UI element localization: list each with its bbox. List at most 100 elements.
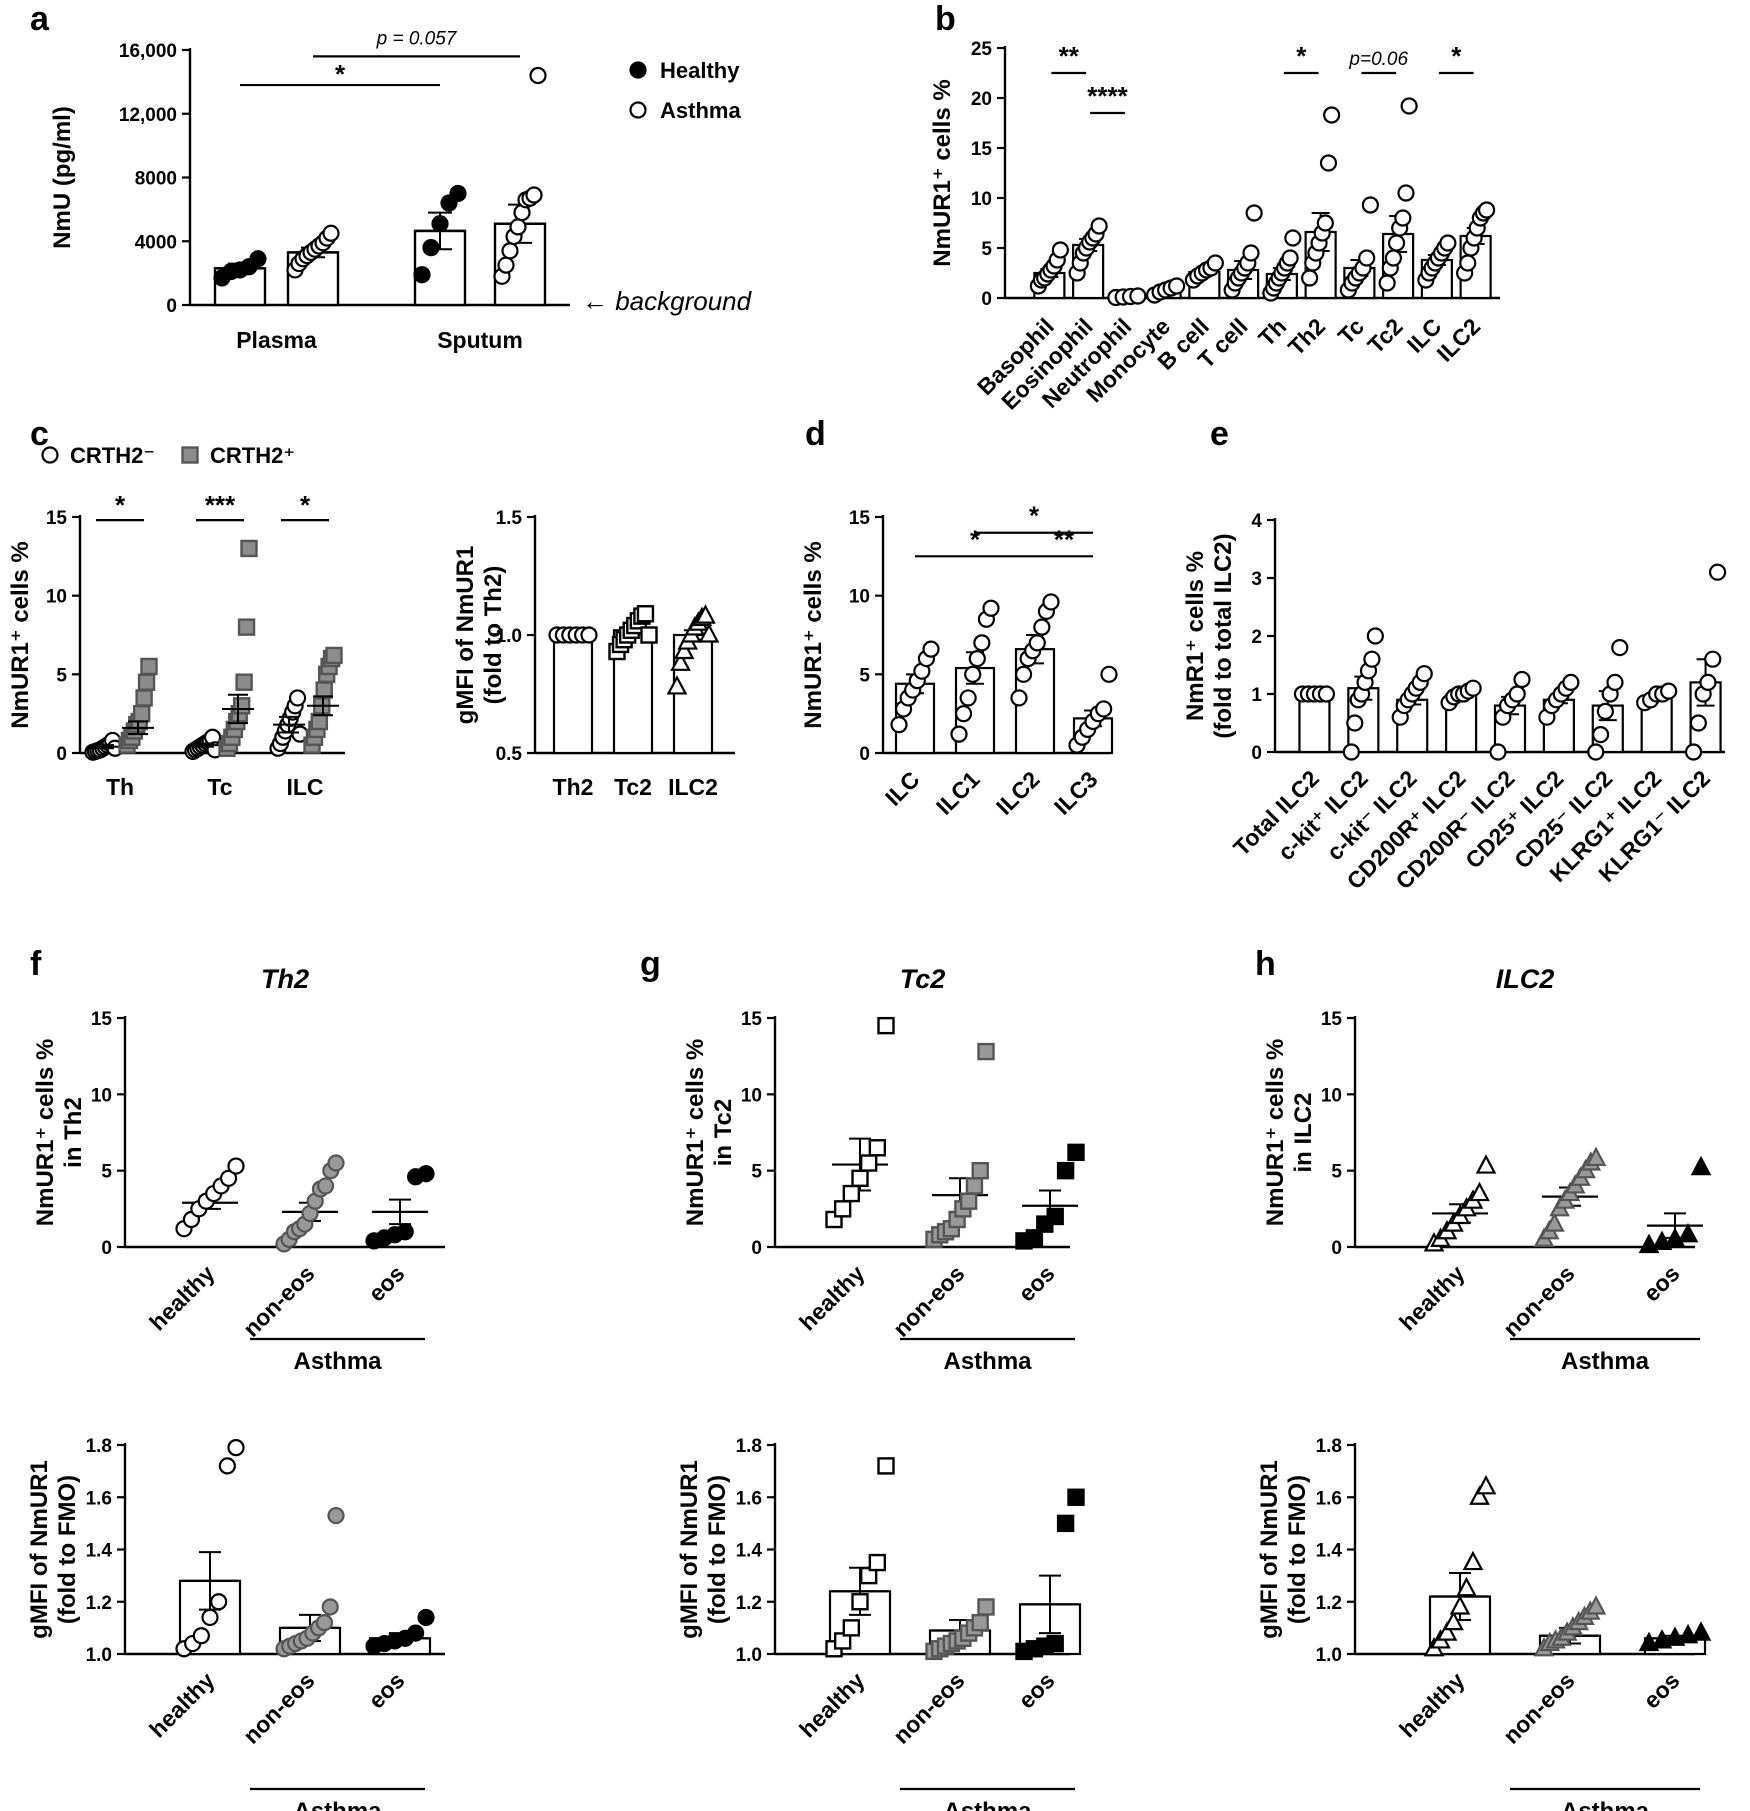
x-tick-label: Tc [207, 774, 232, 800]
data-point [1090, 217, 1108, 235]
y-tick-label: 15 [91, 1009, 113, 1030]
data-point [950, 725, 968, 743]
y-tick-label: 1.4 [86, 1541, 113, 1562]
data-point [1587, 743, 1605, 761]
data-point [1489, 743, 1507, 761]
x-tick-label: Plasma [236, 327, 317, 353]
bar [1298, 692, 1331, 754]
x-tick-label: Tc2 [1362, 313, 1407, 358]
data-point [673, 639, 695, 660]
data-point [1464, 679, 1482, 697]
y-tick-label: 25 [971, 39, 993, 60]
bar [1640, 695, 1673, 754]
y-axis-label-2: (fold to Th2) [480, 566, 507, 705]
data-point [1475, 1154, 1497, 1174]
legend-marker [41, 446, 59, 464]
data-point [1475, 1474, 1497, 1495]
panel-f1: f 0 5 10 15 NmUR1⁺ cells % in Th2 Th2 healthy non… [30, 945, 445, 1375]
data-point [1281, 249, 1299, 267]
x-tick-label: Sputum [437, 327, 523, 353]
data-point [1478, 201, 1496, 219]
y-tick-label: 15 [1321, 1009, 1343, 1030]
data-point [325, 646, 343, 665]
y-axis-label: NmR1⁺ cells % [1182, 551, 1209, 721]
y-tick-label: 1.0 [86, 1645, 112, 1666]
x-tick-label: eos [1013, 1260, 1059, 1306]
data-point [1346, 714, 1364, 732]
data-point [1684, 743, 1703, 761]
y-tick-label: 10 [971, 189, 992, 210]
data-point [1363, 650, 1381, 668]
data-point [327, 1154, 345, 1172]
group-label: Asthma [293, 1348, 382, 1375]
background-note: ← background [582, 286, 753, 316]
data-point [971, 1161, 989, 1180]
data-point [525, 186, 543, 204]
data-point [235, 673, 253, 691]
data-point [310, 712, 329, 731]
significance-label: * [1296, 41, 1307, 71]
y-tick-label: 0 [1251, 743, 1262, 764]
data-point [497, 256, 515, 274]
data-point [851, 1593, 869, 1611]
data-point [1562, 673, 1580, 692]
data-point [529, 66, 547, 85]
data-point [982, 599, 1000, 617]
data-point [396, 1223, 414, 1241]
y-tick-label: 8000 [135, 169, 177, 190]
y-tick-label: 10 [46, 587, 67, 608]
significance-label: *** [205, 490, 236, 520]
y-tick-label: 10 [741, 1085, 762, 1106]
data-point [1358, 249, 1376, 267]
y-tick-label: 16,000 [119, 41, 177, 62]
data-point [1317, 685, 1336, 703]
data-point [509, 218, 527, 236]
legend-label: CRTH2⁻ [70, 443, 155, 468]
bar [552, 633, 594, 755]
data-point [1513, 670, 1531, 689]
data-point [327, 1506, 345, 1525]
y-tick-label: 5 [859, 665, 870, 686]
y-tick-label: 1.8 [86, 1436, 112, 1457]
x-tick-label: healthy [794, 1260, 869, 1335]
y-tick-label: 1.4 [736, 1541, 763, 1562]
data-point [851, 1169, 869, 1188]
data-point [1342, 743, 1360, 761]
data-point [1689, 714, 1707, 732]
y-tick-label: 0 [101, 1238, 112, 1259]
data-point [1046, 1207, 1064, 1226]
data-point [417, 1608, 435, 1627]
y-axis-label-2: in Th2 [60, 1097, 87, 1168]
data-point [1384, 249, 1403, 267]
x-tick-label: healthy [1394, 1667, 1469, 1742]
panel-letter: b [935, 0, 956, 38]
y-tick-label: 12,000 [119, 105, 177, 126]
data-point [1033, 618, 1051, 636]
y-tick-label: 1.4 [1316, 1541, 1343, 1562]
data-point [971, 1613, 989, 1632]
y-tick-label: 0 [1331, 1238, 1342, 1259]
y-tick-label: 15 [849, 508, 871, 529]
data-point [859, 1154, 878, 1172]
panel-a: a 0 4000 8000 12,000 16,000 NmU (pg/ml) Plasma S… [30, 0, 753, 353]
x-tick-label: healthy [794, 1667, 869, 1742]
y-tick-label: 4000 [135, 232, 177, 253]
panel-title: Th2 [261, 964, 309, 994]
legend-marker [629, 101, 647, 119]
panel-letter: e [1210, 415, 1229, 453]
data-point [1067, 1143, 1085, 1162]
y-axis-label: NmUR1⁺ cells % [929, 79, 956, 266]
data-point [210, 1593, 228, 1611]
y-tick-label: 15 [741, 1009, 763, 1030]
data-point [288, 689, 307, 707]
y-tick-label: 1.2 [1316, 1593, 1342, 1614]
y-tick-label: 4 [1251, 511, 1262, 532]
data-point [1284, 229, 1302, 247]
data-point [959, 1192, 978, 1210]
data-point [237, 618, 256, 636]
data-point [1462, 1550, 1484, 1571]
data-point [192, 1627, 210, 1645]
y-tick-label: 5 [1331, 1162, 1342, 1183]
